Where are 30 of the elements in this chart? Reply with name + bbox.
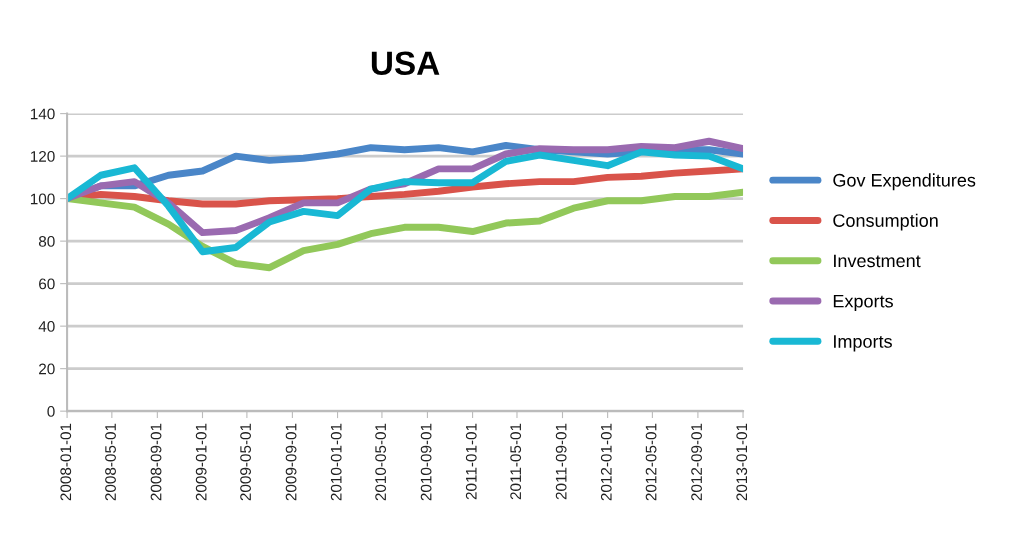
x-tick-label: 2011-05-01 [510, 423, 522, 500]
x-tick-label: 2009-09-01 [285, 423, 297, 501]
x-tick-label: 2012-01-01 [600, 423, 612, 501]
x-tick-label: 2011-09-01 [555, 423, 567, 500]
y-tick-label: 100 [30, 193, 55, 205]
y-tick-label: 140 [30, 108, 55, 120]
x-tick-label: 2012-09-01 [691, 423, 702, 501]
x-tick-label: 2008-09-01 [150, 423, 162, 501]
x-tick-label: 2010-01-01 [330, 423, 342, 501]
x-tick-label: 2013-01-01 [736, 423, 748, 501]
chart-title: USA [371, 51, 440, 76]
legend-label: Consumption [833, 213, 938, 231]
legend-label: Imports [834, 335, 892, 352]
y-tick-label: 120 [30, 150, 55, 162]
x-tick-label: 2010-09-01 [420, 423, 432, 501]
x-tick-label: 2010-05-01 [375, 423, 387, 501]
y-tick-label: 40 [38, 321, 55, 332]
x-tick-label: 2009-05-01 [240, 423, 251, 501]
x-tick-label: 2009-01-01 [195, 423, 207, 501]
legend-label: Gov Expenditures [833, 173, 976, 191]
x-tick-label: 2008-05-01 [105, 423, 116, 501]
y-tick-label: 20 [39, 363, 55, 375]
x-tick-label: 2008-01-01 [60, 423, 72, 501]
legend-label: Exports [833, 294, 893, 312]
y-tick-label: 0 [47, 406, 55, 417]
y-tick-label: 80 [38, 236, 55, 247]
legend-label: Investment [834, 254, 921, 268]
x-tick-label: 2011-01-01 [465, 423, 477, 500]
y-tick-label: 60 [39, 278, 55, 290]
x-tick-label: 2012-05-01 [645, 423, 657, 501]
